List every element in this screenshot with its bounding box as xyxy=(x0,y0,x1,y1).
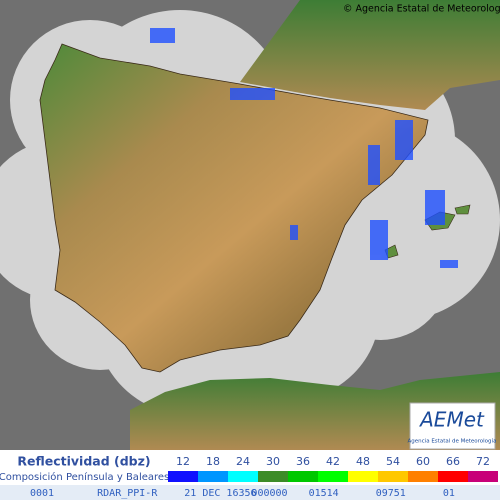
copyright: © Agencia Estatal de Meteorología xyxy=(343,4,500,15)
legend-level-label: 72 xyxy=(476,455,490,468)
legend-level-label: 24 xyxy=(236,455,250,468)
legend-swatch xyxy=(408,471,438,482)
footer-field: RDAR_PPI-R xyxy=(97,488,158,499)
legend-swatch xyxy=(168,471,198,482)
logo-subtitle: Agencia Estatal de Meteorología xyxy=(408,438,497,445)
legend-level-label: 42 xyxy=(326,455,340,468)
footer-field: 000000 xyxy=(251,488,287,499)
legend-level-label: 48 xyxy=(356,455,370,468)
legend-swatch xyxy=(378,471,408,482)
logo-box xyxy=(409,402,496,450)
legend-level-label: 54 xyxy=(386,455,400,468)
legend-swatch xyxy=(438,471,468,482)
france xyxy=(240,0,500,110)
legend-title: Reflectividad (dbz) xyxy=(17,454,150,469)
footer-field: 09751 xyxy=(376,488,406,499)
legend-swatch xyxy=(318,471,348,482)
footer-field: 01514 xyxy=(309,488,339,499)
legend-level-label: 36 xyxy=(296,455,310,468)
legend-swatch xyxy=(228,471,258,482)
footer-field: 21 DEC 16356 xyxy=(184,488,256,499)
legend-swatch xyxy=(288,471,318,482)
north-africa xyxy=(130,372,500,450)
radar-echoes xyxy=(150,28,458,268)
legend-level-label: 12 xyxy=(176,455,190,468)
legend-level-label: 30 xyxy=(266,455,280,468)
legend-level-label: 66 xyxy=(446,455,460,468)
logo-name: AEMet xyxy=(418,408,485,432)
legend-subtitle: Composición Península y Baleares xyxy=(0,471,169,483)
legend-swatch xyxy=(198,471,228,482)
legend-level-label: 60 xyxy=(416,455,430,468)
footer-bar xyxy=(0,485,500,500)
legend-swatch xyxy=(468,471,498,482)
footer-field: 0001 xyxy=(30,488,54,499)
legend-swatch xyxy=(348,471,378,482)
legend-swatch xyxy=(258,471,288,482)
legend-level-label: 18 xyxy=(206,455,220,468)
footer-field: 01 xyxy=(443,488,455,499)
